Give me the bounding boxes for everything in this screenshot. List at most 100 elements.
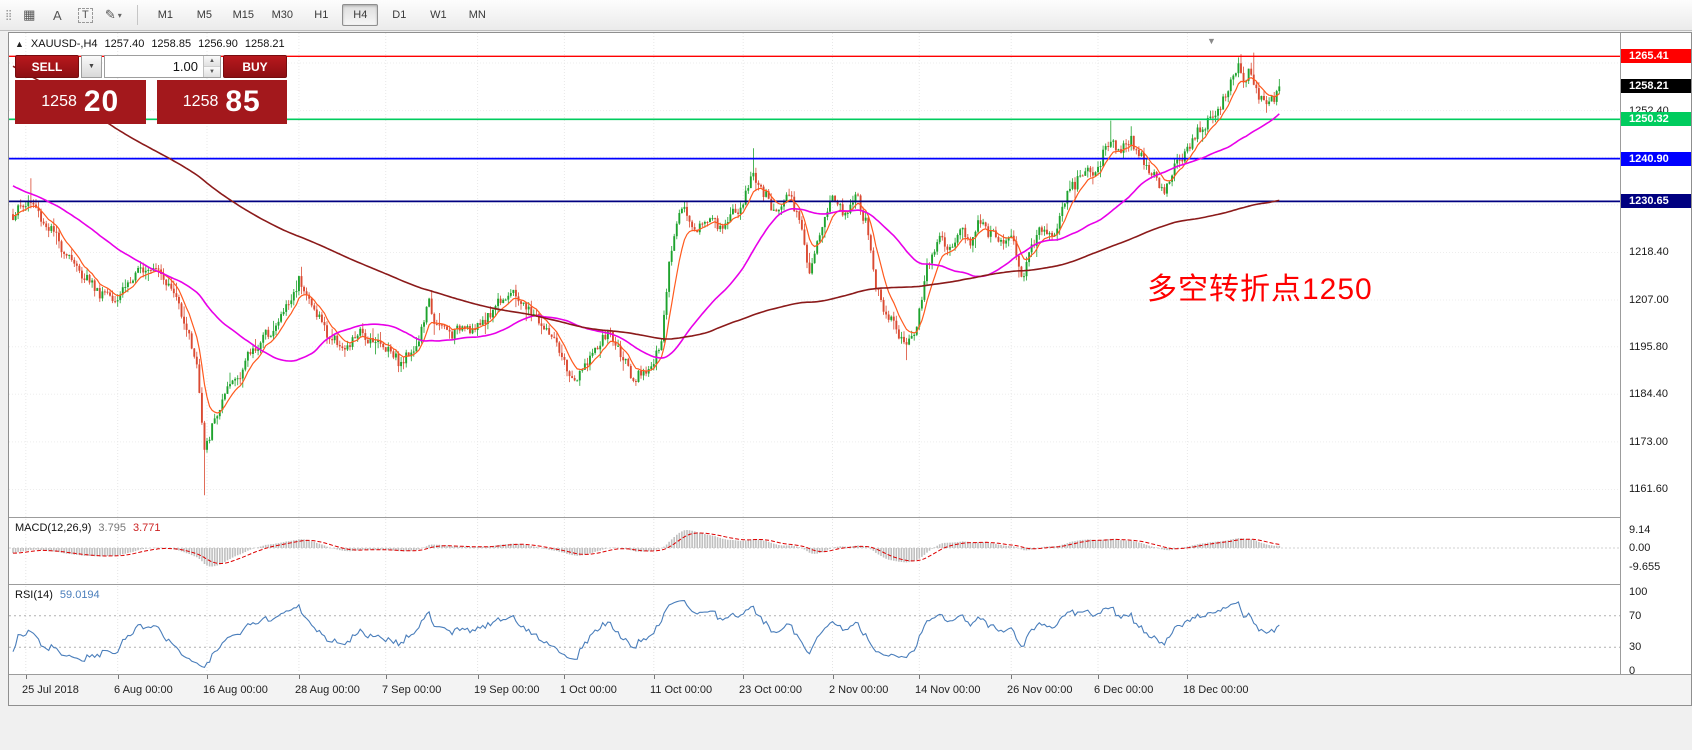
timeframe-group: M1 M5 M15 M30 H1 H4 D1 W1 MN	[147, 4, 498, 26]
timeframe-button-mn[interactable]: MN	[468, 9, 486, 21]
candles	[12, 52, 1281, 496]
time-axis-label: 16 Aug 00:00	[203, 684, 268, 696]
sell-button[interactable]: SELL	[15, 55, 79, 78]
time-axis-label: 28 Aug 00:00	[295, 684, 360, 696]
time-axis-tick	[833, 675, 834, 679]
volume-value: 1.00	[172, 59, 198, 74]
price-scale[interactable]: 1252.40 1218.40 1207.00 1195.80 1184.40 1173.…	[1620, 33, 1691, 677]
time-axis-tick	[1098, 675, 1099, 679]
dropdown-caret-icon: ▾	[117, 10, 122, 20]
time-axis-tick	[386, 675, 387, 679]
timeframe-button-w1[interactable]: W1	[430, 9, 447, 21]
rsi-header: RSI(14) 59.0194	[15, 589, 100, 601]
timeframe-button-m1[interactable]: M1	[157, 9, 173, 21]
price-scale-tick: 1195.80	[1629, 341, 1668, 353]
chart-shift-marker[interactable]: ▼	[1207, 36, 1216, 46]
time-axis-label: 23 Oct 00:00	[739, 684, 802, 696]
buy-price-box[interactable]: 1258 85	[156, 80, 287, 124]
time-axis-label: 26 Nov 00:00	[1007, 684, 1073, 696]
macd-value-signal: 3.771	[132, 522, 161, 534]
price-scale-tick: 1173.00	[1629, 436, 1668, 448]
rsi-pane[interactable]	[9, 586, 1620, 673]
spin-down-icon[interactable]: ▼	[204, 67, 220, 77]
time-axis-tick	[478, 675, 479, 679]
ohlc-low: 1256.90	[198, 38, 238, 50]
time-axis-label: 1 Oct 00:00	[560, 684, 617, 696]
pane-splitter[interactable]	[9, 517, 1691, 518]
text-label-glyph: T	[77, 7, 93, 23]
up-wicks	[15, 57, 1280, 453]
price-level-label: 1230.65	[1621, 194, 1691, 208]
ohlc-open: 1257.40	[104, 38, 145, 50]
ma-medium-line[interactable]	[12, 113, 1280, 362]
time-axis-tick	[26, 675, 27, 679]
spin-up-icon[interactable]: ▲	[204, 56, 220, 67]
ma-fast-line[interactable]	[12, 77, 1280, 414]
time-axis-label: 2 Nov 00:00	[829, 684, 889, 696]
volume-input[interactable]: 1.00 ▲ ▼	[104, 55, 221, 78]
price-scale-tick: 1218.40	[1629, 246, 1669, 258]
time-axis-label: 7 Sep 00:00	[382, 684, 442, 696]
one-click-trading-panel: SELL ▼ 1.00 ▲ ▼ BUY 1258 20 1258	[15, 55, 287, 124]
symbol-timeframe-label: XAUUSD-,H4	[30, 38, 98, 50]
time-axis-tick	[1011, 675, 1012, 679]
buy-button[interactable]: BUY	[223, 55, 287, 78]
macd-scale-tick: -9.655	[1629, 561, 1661, 573]
rsi-value: 59.0194	[59, 589, 100, 601]
time-axis-label: 6 Aug 00:00	[114, 684, 173, 696]
ma-slow-line[interactable]	[12, 65, 1280, 340]
ohlc-high: 1258.85	[151, 38, 192, 50]
one-click-collapse-icon[interactable]: ▲	[15, 39, 24, 49]
toolbar: ⣿ ▦ A T ✎ ▾ M1 M5 M15 M30 H1 H4 D1 W1 MN	[0, 0, 1692, 31]
time-axis-tick	[118, 675, 119, 679]
horizontal-gridlines	[9, 62, 1620, 490]
sell-price-box[interactable]: 1258 20	[15, 80, 146, 124]
draw-tool-button[interactable]: ✎ ▾	[100, 4, 126, 26]
macd-pane[interactable]	[9, 519, 1620, 584]
rsi-scale-tick: 70	[1629, 610, 1642, 622]
time-axis-tick	[654, 675, 655, 679]
toolbar-separator	[137, 5, 139, 25]
volume-dropdown-button[interactable]: ▼	[81, 55, 102, 78]
time-axis-tick	[299, 675, 300, 679]
macd-header: MACD(12,26,9) 3.795 3.771	[15, 522, 160, 534]
sell-price-base: 1258	[41, 93, 77, 110]
chart-header: ▲ XAUUSD-,H4 1257.40 1258.85 1256.90 125…	[15, 38, 285, 50]
timeframe-button-m5[interactable]: M5	[196, 9, 212, 21]
price-scale-tick: 1161.60	[1629, 483, 1668, 495]
time-axis-label: 19 Sep 00:00	[474, 684, 540, 696]
time-axis-tick	[564, 675, 565, 679]
price-scale-tick: 1184.40	[1629, 388, 1668, 400]
timeframe-button-m15[interactable]: M15	[232, 9, 255, 21]
macd-value-main: 3.795	[98, 522, 126, 534]
time-axis-label: 25 Jul 2018	[22, 684, 79, 696]
time-axis-tick	[919, 675, 920, 679]
trend-annotation-text[interactable]: 多空转折点1250	[1147, 273, 1373, 306]
buy-price-base: 1258	[182, 93, 219, 110]
price-level-label: 1265.41	[1621, 49, 1691, 63]
time-axis-tick	[1187, 675, 1188, 679]
timeframe-button-h4[interactable]: H4	[342, 4, 379, 26]
volume-spinner: ▲ ▼	[203, 56, 220, 77]
toolbar-drag-handle-icon[interactable]: ⣿	[5, 9, 12, 21]
timeframe-button-h1[interactable]: H1	[314, 9, 329, 21]
macd-histogram	[12, 530, 1281, 567]
price-level-label: 1240.90	[1621, 152, 1691, 166]
rsi-title: RSI(14)	[15, 589, 53, 601]
text-annotation-icon[interactable]: A	[44, 4, 70, 26]
timeframe-button-m30[interactable]: M30	[271, 9, 294, 21]
time-axis[interactable]: 25 Jul 2018 6 Aug 00:00 16 Aug 00:00 28 Aug…	[9, 674, 1691, 705]
grid-icon[interactable]: ▦	[16, 4, 42, 26]
chart-window: ▲ XAUUSD-,H4 1257.40 1258.85 1256.90 125…	[8, 32, 1692, 706]
time-axis-label: 11 Oct 00:00	[650, 684, 713, 696]
time-axis-tick	[207, 675, 208, 679]
down-wicks	[12, 52, 1275, 496]
rsi-scale-tick: 100	[1629, 586, 1648, 598]
main-price-pane[interactable]	[9, 33, 1620, 517]
text-label-icon[interactable]: T	[72, 4, 98, 26]
draw-tool-icon: ✎	[104, 7, 116, 22]
pane-splitter[interactable]	[9, 584, 1691, 585]
timeframe-button-d1[interactable]: D1	[392, 9, 407, 21]
time-axis-label: 14 Nov 00:00	[915, 684, 981, 696]
